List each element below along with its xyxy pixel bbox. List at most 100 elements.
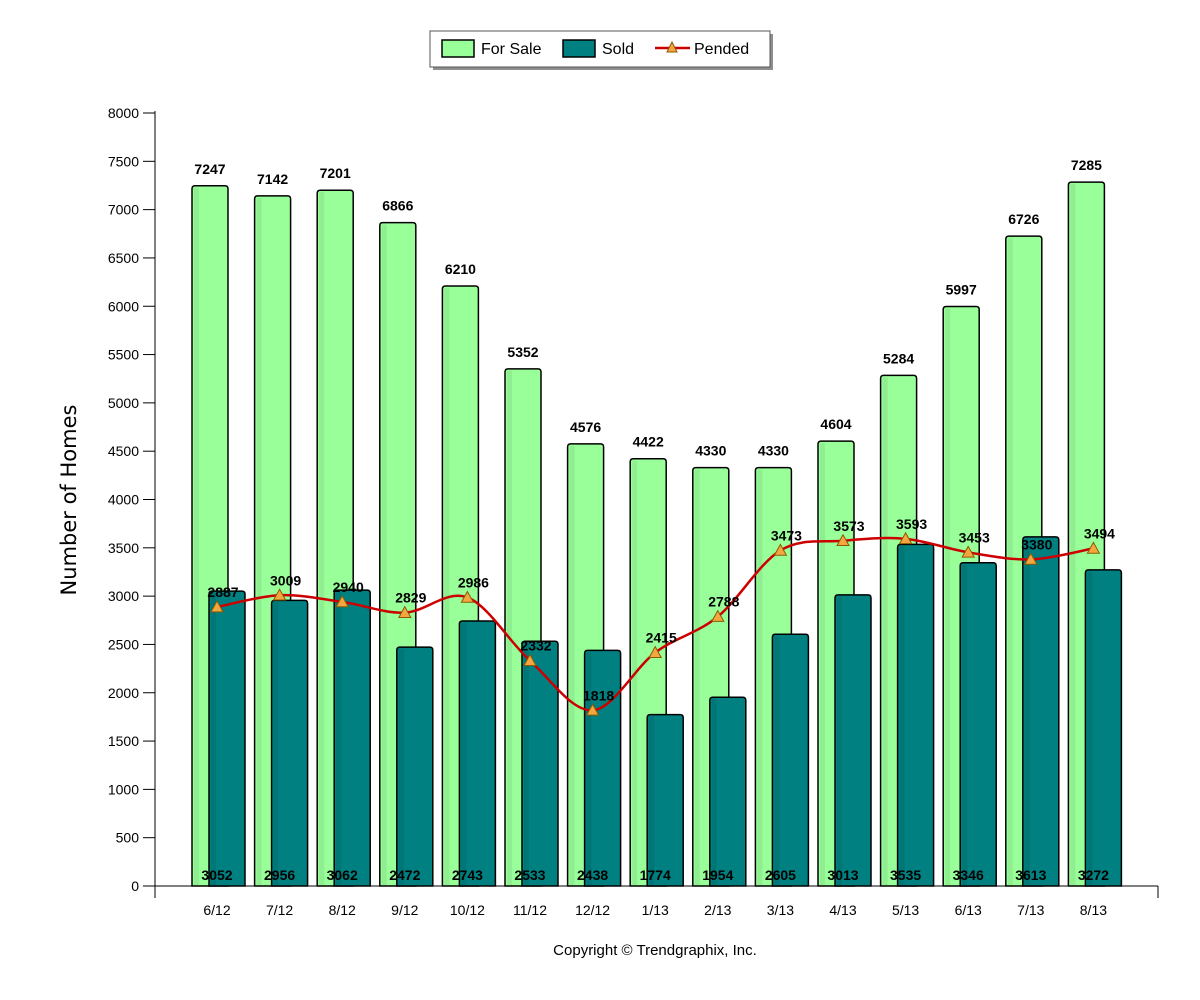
sold-bar bbox=[458, 620, 497, 887]
y-tick-label: 7500 bbox=[108, 153, 139, 169]
sold-bar bbox=[896, 543, 935, 887]
for-sale-value-label: 5997 bbox=[946, 282, 977, 298]
for-sale-bar-shading bbox=[256, 197, 262, 886]
for-sale-value-label: 5284 bbox=[883, 350, 914, 366]
for-sale-bar-shading bbox=[1007, 238, 1013, 886]
pended-value-label: 3380 bbox=[1021, 536, 1052, 552]
sold-bar bbox=[208, 590, 246, 887]
sold-bar-body bbox=[208, 590, 246, 887]
x-tick-label: 9/12 bbox=[391, 902, 418, 918]
pended-value-label: 2986 bbox=[458, 574, 489, 590]
sold-bar bbox=[771, 633, 810, 887]
sold-bar-shading bbox=[899, 546, 905, 885]
sold-bar-shading bbox=[962, 564, 968, 885]
pended-value-label: 3593 bbox=[896, 516, 927, 532]
pended-value-label: 3473 bbox=[771, 527, 802, 543]
sold-bar-body bbox=[646, 713, 684, 887]
pended-line-group bbox=[210, 531, 1101, 716]
sold-bar-shading bbox=[1024, 538, 1030, 885]
sold-bar bbox=[1022, 536, 1060, 887]
for-sale-bar-shading bbox=[820, 443, 825, 885]
sold-bar-shading bbox=[273, 602, 279, 885]
sold-bar-body bbox=[834, 594, 872, 887]
for-sale-bar-shading bbox=[569, 445, 575, 885]
y-axis: 0 500 1000 1500 2000 2500 3000 3500 4000 4500 5000… bbox=[108, 105, 156, 894]
for-sale-bar-shading bbox=[1070, 184, 1076, 886]
pended-value-label: 2415 bbox=[646, 630, 677, 646]
sold-bar-body bbox=[771, 633, 810, 887]
x-tick-label: 10/12 bbox=[450, 902, 485, 918]
x-tick-label: 8/13 bbox=[1080, 902, 1107, 918]
sold-bar-shading bbox=[774, 636, 780, 885]
sold-value-label: 1774 bbox=[640, 867, 671, 883]
y-tick-label: 3000 bbox=[108, 588, 139, 604]
sold-value-label: 2605 bbox=[765, 867, 796, 883]
sold-bar-body bbox=[521, 640, 559, 887]
sold-bar-shading bbox=[649, 716, 655, 885]
x-tick-label: 4/13 bbox=[829, 902, 856, 918]
sold-bar-shading bbox=[1087, 571, 1093, 885]
for-sale-bar-shading bbox=[194, 187, 199, 886]
for-sale-value-label: 4330 bbox=[758, 443, 789, 459]
sold-bar bbox=[521, 640, 559, 887]
sold-bar bbox=[709, 696, 747, 887]
y-tick-label: 6000 bbox=[108, 298, 139, 314]
x-tick-label: 7/13 bbox=[1017, 902, 1044, 918]
sold-bar-body bbox=[396, 646, 434, 887]
sold-value-label: 3062 bbox=[327, 867, 358, 883]
for-sale-value-label: 6726 bbox=[1008, 211, 1039, 227]
y-tick-label: 500 bbox=[116, 830, 140, 846]
pended-marker bbox=[1086, 541, 1101, 554]
y-tick-label: 4500 bbox=[108, 443, 139, 459]
pended-marker bbox=[648, 645, 663, 658]
legend: For Sale Sold Pended bbox=[429, 30, 773, 70]
for-sale-value-label: 4604 bbox=[820, 416, 851, 432]
sold-value-label: 1954 bbox=[702, 867, 733, 883]
sold-value-label: 3272 bbox=[1078, 867, 1109, 883]
sold-bar-shading bbox=[398, 649, 404, 885]
for-sale-bar-shading bbox=[882, 377, 888, 885]
sold-bar bbox=[333, 589, 371, 887]
sold-value-label: 2956 bbox=[264, 867, 295, 883]
for-sale-value-label: 7285 bbox=[1071, 157, 1102, 173]
sold-bar-shading bbox=[524, 643, 529, 885]
y-tick-label: 7000 bbox=[108, 202, 139, 218]
x-tick-label: 5/13 bbox=[892, 902, 919, 918]
pended-value-label: 3453 bbox=[959, 529, 990, 545]
for-sale-value-label: 4422 bbox=[633, 434, 664, 450]
x-tick-label: 3/13 bbox=[767, 902, 794, 918]
sold-value-label: 2438 bbox=[577, 867, 608, 883]
pended-marker bbox=[272, 588, 287, 601]
sold-value-label: 3346 bbox=[953, 867, 984, 883]
pended-value-label: 3494 bbox=[1084, 525, 1115, 541]
pended-marker bbox=[898, 531, 913, 545]
sold-value-label: 3613 bbox=[1015, 867, 1046, 883]
for-sale-bar-shading bbox=[945, 308, 951, 885]
legend-box bbox=[429, 30, 771, 68]
sold-bar-shading bbox=[211, 593, 216, 885]
for-sale-bar-shading bbox=[507, 370, 512, 885]
pended-marker bbox=[397, 605, 412, 618]
sold-bar-body bbox=[333, 589, 371, 887]
sold-bar bbox=[959, 561, 997, 887]
x-tick-label: 11/12 bbox=[513, 902, 547, 918]
legend-label-sold: Sold bbox=[602, 41, 634, 58]
legend-label-for-sale: For Sale bbox=[481, 41, 542, 58]
pended-value-label: 2829 bbox=[395, 590, 426, 606]
y-tick-label: 5500 bbox=[108, 347, 139, 363]
for-sale-bar-shading bbox=[319, 192, 325, 885]
data-labels: 7247 7142 7201 6866 6210 5352 4576 4422 4330 4330… bbox=[194, 157, 1115, 883]
sold-value-label: 2533 bbox=[514, 867, 545, 883]
sold-bar-shading bbox=[336, 592, 342, 885]
sold-bar bbox=[583, 649, 622, 887]
y-tick-label: 0 bbox=[131, 878, 139, 894]
for-sale-bar-shading bbox=[757, 469, 763, 885]
sold-bar bbox=[646, 713, 684, 887]
sold-bar-shading bbox=[461, 622, 467, 885]
for-sale-value-label: 6210 bbox=[445, 261, 476, 277]
sold-bar-body bbox=[458, 620, 497, 887]
sold-value-label: 3535 bbox=[890, 867, 921, 883]
sold-bar-shading bbox=[711, 699, 717, 885]
sold-value-label: 3013 bbox=[827, 867, 858, 883]
